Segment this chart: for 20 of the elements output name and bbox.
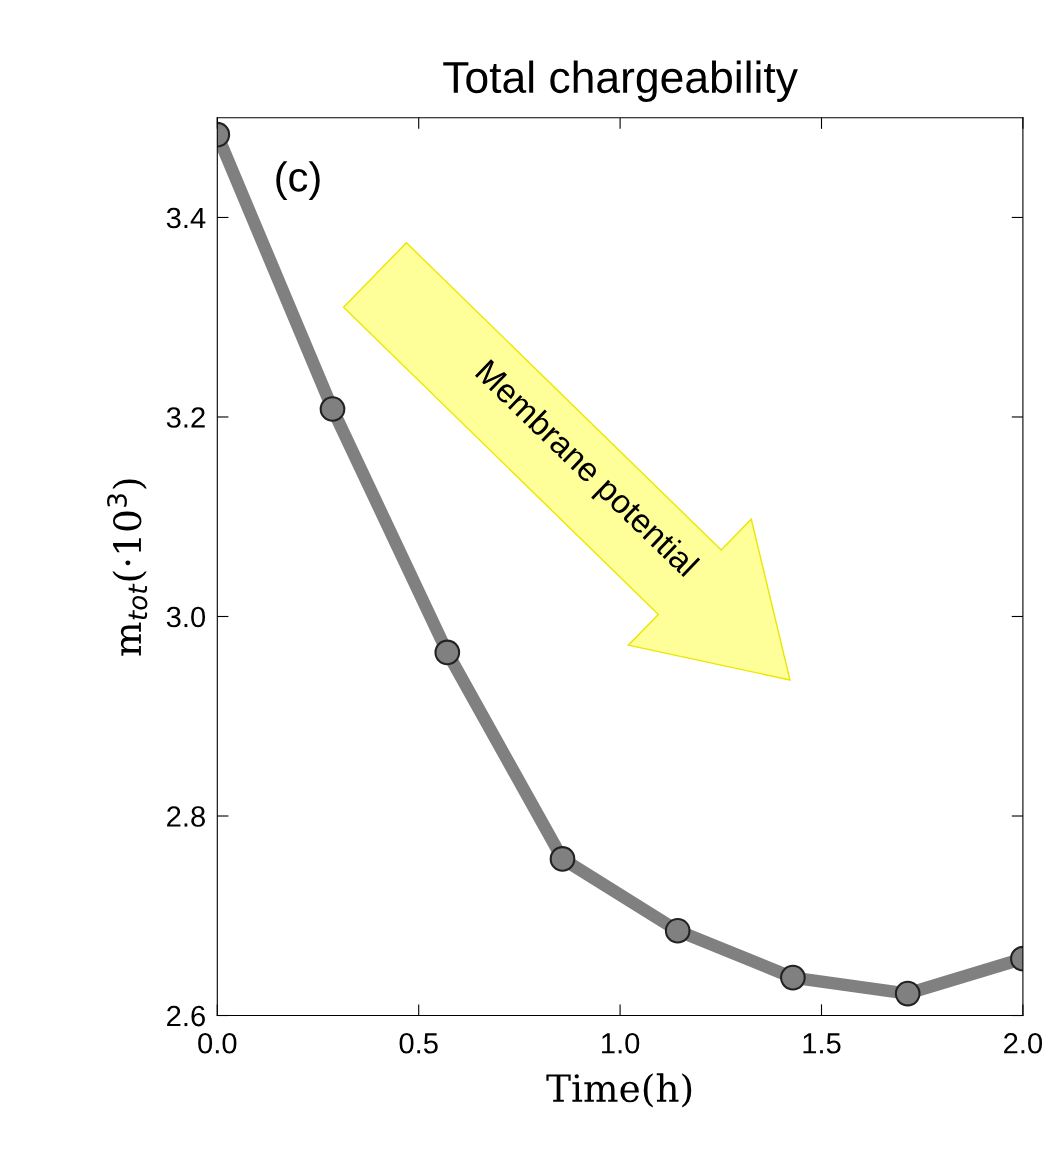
x-tick-label: 0.5 [399,1032,438,1054]
y-tick-label: 2.6 [167,1005,205,1027]
point [549,846,576,872]
x-tick-label: 0.0 [198,1032,237,1054]
point [434,639,461,666]
chart-title: Total chargeability [443,60,798,102]
x-tick-label: 1.0 [602,1032,640,1054]
x-axis-title: Time(h) [546,1073,692,1108]
point [780,964,806,991]
point [894,980,921,1007]
y-axis-title: m$_{tot}$(·10$^{3}$) [107,479,148,656]
y-tick-label: 2.8 [167,806,205,827]
annotation: (c) [276,161,320,200]
x-tick-label: 1.5 [803,1033,841,1054]
y-tick-label: 3.0 [166,606,206,628]
point [319,396,346,422]
y-tick-label: 3.2 [166,407,205,428]
x-tick-label: 2.0 [1004,1032,1043,1054]
y-tick-label: 3.4 [166,207,206,229]
point [664,917,691,944]
